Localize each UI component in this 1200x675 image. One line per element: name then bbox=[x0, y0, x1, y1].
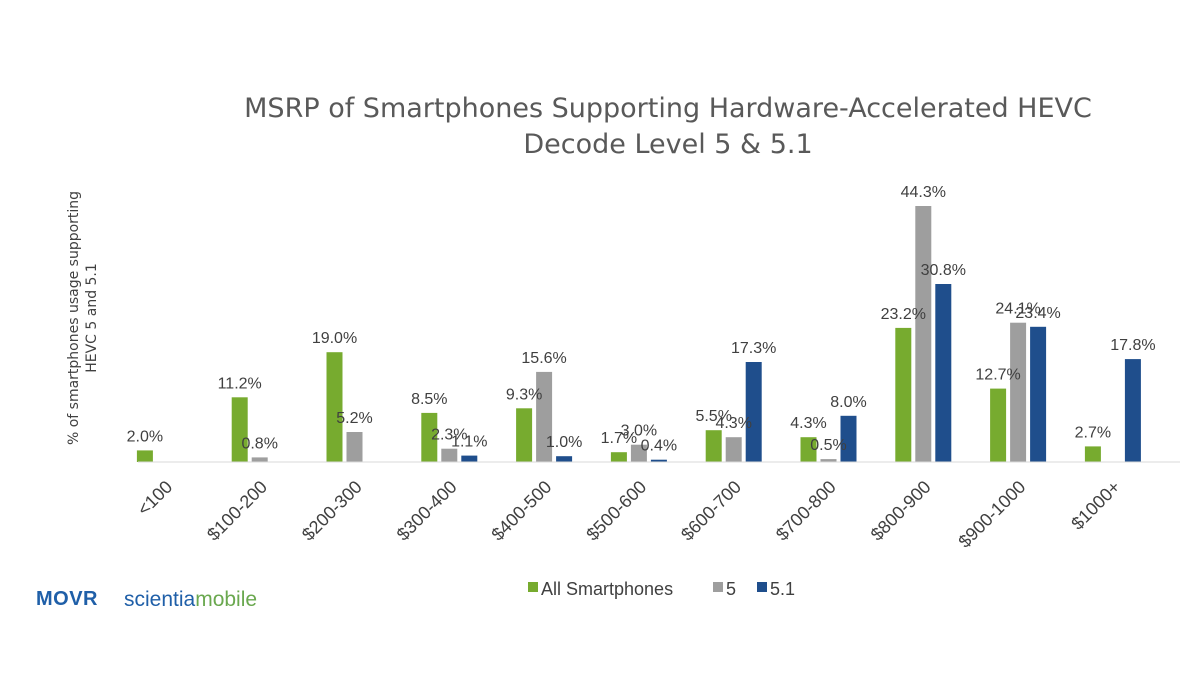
data-label-0-0: 2.0% bbox=[127, 428, 163, 445]
data-label-2-4: 1.0% bbox=[546, 434, 582, 451]
bar-5-6 bbox=[725, 437, 742, 462]
x-tick-label-1: $100-200 bbox=[203, 477, 271, 545]
bar-all-5 bbox=[610, 452, 627, 462]
bar-5-5 bbox=[630, 444, 647, 462]
x-tick-labels: <100 $100-200 $200-300 $300-400 $400-500 $500… bbox=[133, 477, 1124, 552]
x-tick-label-5: $500-600 bbox=[582, 477, 650, 545]
scientiamobile-logo-part2: mobile bbox=[195, 588, 258, 611]
data-label-1-8: 44.3% bbox=[901, 184, 946, 201]
legend-label-2: 5.1 bbox=[770, 579, 795, 599]
bar-5-1-8 bbox=[935, 284, 952, 462]
x-tick-label-0: <100 bbox=[133, 477, 176, 520]
bar-all-8 bbox=[895, 327, 912, 462]
bar-all-9 bbox=[990, 388, 1007, 462]
x-tick-label-4: $400-500 bbox=[487, 477, 555, 545]
data-label-0-2: 19.0% bbox=[312, 330, 357, 347]
bar-5-1-7 bbox=[840, 415, 857, 462]
bar-5-4 bbox=[536, 371, 553, 462]
data-label-2-7: 8.0% bbox=[830, 394, 866, 411]
legend-label-1: 5 bbox=[726, 579, 736, 599]
data-label-0-8: 23.2% bbox=[881, 306, 926, 323]
scientiamobile-logo: scientiamobile bbox=[124, 588, 257, 612]
data-label-1-1: 0.8% bbox=[241, 435, 277, 452]
data-label-0-5: 1.7% bbox=[601, 430, 637, 447]
legend: All Smartphones 5 5.1 bbox=[528, 579, 795, 599]
bar-5-7 bbox=[820, 459, 837, 462]
bar-all-10 bbox=[1084, 446, 1101, 462]
bar-all-0 bbox=[136, 450, 153, 462]
data-label-0-7: 4.3% bbox=[790, 415, 826, 432]
data-label-2-5: 0.4% bbox=[641, 438, 677, 455]
data-label-2-6: 17.3% bbox=[731, 340, 776, 357]
bar-5-8 bbox=[915, 206, 932, 462]
y-axis-label-line-1: % of smartphones usage supporting bbox=[66, 191, 82, 445]
bar-5-1-5 bbox=[650, 459, 667, 462]
data-label-0-9: 12.7% bbox=[975, 367, 1020, 384]
bar-all-1 bbox=[231, 397, 248, 462]
movr-logo: MOVR bbox=[36, 588, 98, 610]
bar-all-3 bbox=[421, 412, 438, 462]
bar-5-1-9 bbox=[1030, 326, 1047, 462]
data-label-1-5: 3.0% bbox=[621, 423, 657, 440]
data-label-0-3: 8.5% bbox=[411, 391, 447, 408]
x-tick-label-2: $200-300 bbox=[298, 477, 366, 545]
bar-5-1-4 bbox=[556, 456, 573, 462]
data-label-1-2: 5.2% bbox=[336, 410, 372, 427]
data-labels: 2.0% 11.2% 0.8% 19.0% 5.2% 8.5% 2.3%1.1% 9.3% 15… bbox=[127, 184, 1156, 455]
data-label-2-9: 23.4% bbox=[1015, 305, 1060, 322]
bar-all-2 bbox=[326, 352, 343, 462]
bar-all-6 bbox=[705, 430, 722, 462]
data-label-0-10: 2.7% bbox=[1075, 424, 1111, 441]
data-label-0-6: 5.5% bbox=[695, 408, 731, 425]
legend-swatch-0 bbox=[528, 582, 538, 592]
data-label-2-8: 30.8% bbox=[921, 262, 966, 279]
x-tick-label-7: $700-800 bbox=[772, 477, 840, 545]
x-tick-label-9: $900-1000 bbox=[954, 477, 1029, 552]
bar-5-1-3 bbox=[461, 455, 478, 462]
bars bbox=[136, 206, 1141, 462]
bar-5-9 bbox=[1010, 322, 1027, 462]
bar-all-4 bbox=[516, 408, 533, 462]
bar-all-7 bbox=[800, 437, 817, 462]
bar-5-3 bbox=[441, 448, 458, 462]
data-label-0-1: 11.2% bbox=[218, 375, 262, 392]
x-tick-label-3: $300-400 bbox=[393, 477, 461, 545]
bar-5-1-10 bbox=[1124, 359, 1141, 462]
scientiamobile-logo-part1: scientia bbox=[124, 588, 196, 611]
x-tick-label-6: $600-700 bbox=[677, 477, 745, 545]
bar-5-1 bbox=[251, 457, 268, 462]
legend-swatch-2 bbox=[757, 582, 767, 592]
legend-label-0: All Smartphones bbox=[541, 579, 673, 599]
bar-5-1-6 bbox=[745, 362, 762, 462]
x-tick-label-8: $800-900 bbox=[867, 477, 935, 545]
data-label-1-9: 24.1% bbox=[995, 301, 1040, 318]
legend-swatch-1 bbox=[713, 582, 723, 592]
data-label-1-3: 2.3% bbox=[431, 427, 467, 444]
chart-title-line-1: MSRP of Smartphones Supporting Hardware-… bbox=[244, 93, 1092, 124]
data-label-1-6: 4.3% bbox=[715, 415, 751, 432]
y-axis-label-line-2: HEVC 5 and 5.1 bbox=[84, 263, 100, 373]
data-label-2-3: 1.1% bbox=[451, 434, 487, 451]
chart-title-line-2: Decode Level 5 & 5.1 bbox=[523, 129, 812, 160]
y-axis-label: % of smartphones usage supporting HEVC 5… bbox=[66, 191, 100, 445]
data-label-2-10: 17.8% bbox=[1110, 337, 1155, 354]
data-label-1-7: 0.5% bbox=[810, 437, 846, 454]
bar-5-2 bbox=[346, 432, 363, 462]
chart-title: MSRP of Smartphones Supporting Hardware-… bbox=[244, 93, 1092, 160]
data-label-0-4: 9.3% bbox=[506, 386, 542, 403]
x-tick-label-10: $1000+ bbox=[1067, 477, 1124, 534]
data-label-1-4: 15.6% bbox=[521, 350, 566, 367]
